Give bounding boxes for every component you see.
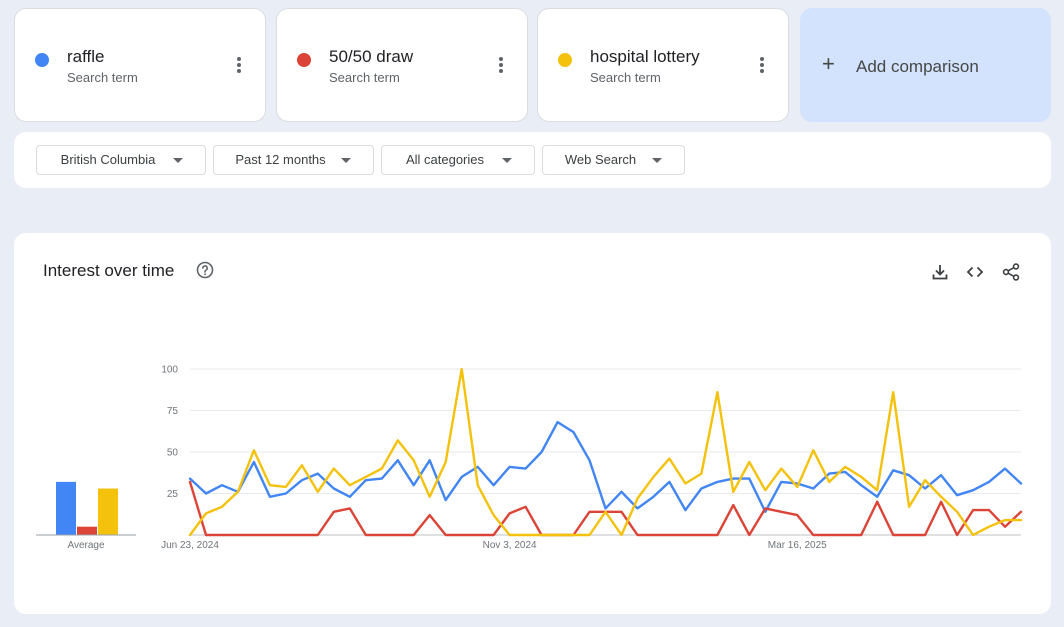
share-icon[interactable]	[1001, 262, 1021, 282]
plus-icon: +	[822, 51, 835, 76]
average-bar-raffle	[56, 481, 76, 535]
50-50-draw-color-dot	[297, 53, 311, 67]
series-line-raffle	[188, 420, 1023, 513]
interest-over-time-card: Interest over time 25 50 75 100 Jun 23, 2024…	[14, 233, 1051, 614]
term-subtitle: Search term	[329, 70, 400, 85]
search-type-filter[interactable]: Web Search	[542, 145, 685, 175]
dropdown-arrow-icon	[502, 158, 512, 163]
y-tick-label-50: 50	[167, 448, 179, 459]
dropdown-arrow-icon	[173, 158, 183, 163]
filter-bar: British Columbia Past 12 months All cate…	[14, 132, 1051, 188]
term-card-50-50-draw[interactable]: 50/50 draw Search term	[276, 8, 528, 122]
term-subtitle: Search term	[67, 70, 138, 85]
y-tick-label-25: 25	[167, 489, 179, 500]
term-name[interactable]: 50/50 draw	[329, 47, 414, 66]
download-icon[interactable]	[930, 262, 950, 282]
term-card-hospital-lottery[interactable]: hospital lottery Search term	[537, 8, 789, 122]
time-range-filter[interactable]: Past 12 months	[213, 145, 374, 175]
add-comparison-label: Add comparison	[856, 57, 979, 76]
region-filter-label: British Columbia	[60, 152, 156, 167]
help-icon[interactable]	[196, 261, 214, 279]
more-options-icon[interactable]	[231, 57, 247, 77]
time-range-filter-label: Past 12 months	[235, 152, 326, 167]
interest-over-time-chart: 25 50 75 100 Jun 23, 2024 Nov 3, 2024 Mar 16, …	[36, 365, 1023, 551]
average-bar-50-50-draw	[77, 526, 97, 535]
add-comparison-button[interactable]: + Add comparison	[800, 8, 1051, 122]
series-line-hospital-lottery	[188, 367, 1023, 537]
dropdown-arrow-icon	[341, 158, 351, 163]
term-card-raffle[interactable]: raffle Search term	[14, 8, 266, 122]
hospital-lottery-color-dot	[558, 53, 572, 67]
y-tick-label-100: 100	[161, 365, 178, 376]
x-tick-label-0: Jun 23, 2024	[161, 540, 219, 551]
embed-code-icon[interactable]	[965, 262, 985, 282]
y-tick-label-75: 75	[167, 406, 179, 417]
raffle-color-dot	[35, 53, 49, 67]
term-subtitle: Search term	[590, 70, 661, 85]
more-options-icon[interactable]	[754, 57, 770, 77]
category-filter[interactable]: All categories	[381, 145, 535, 175]
x-tick-label-2: Mar 16, 2025	[768, 540, 827, 551]
term-name[interactable]: raffle	[67, 47, 105, 66]
dropdown-arrow-icon	[652, 158, 662, 163]
category-filter-label: All categories	[405, 152, 485, 167]
x-tick-label-1: Nov 3, 2024	[483, 540, 537, 551]
average-bar-hospital-lottery	[98, 488, 118, 535]
card-title: Interest over time	[43, 261, 175, 280]
term-name[interactable]: hospital lottery	[590, 47, 700, 66]
more-options-icon[interactable]	[493, 57, 509, 77]
region-filter[interactable]: British Columbia	[36, 145, 206, 175]
search-type-filter-label: Web Search	[564, 152, 637, 167]
average-label: Average	[67, 540, 105, 551]
